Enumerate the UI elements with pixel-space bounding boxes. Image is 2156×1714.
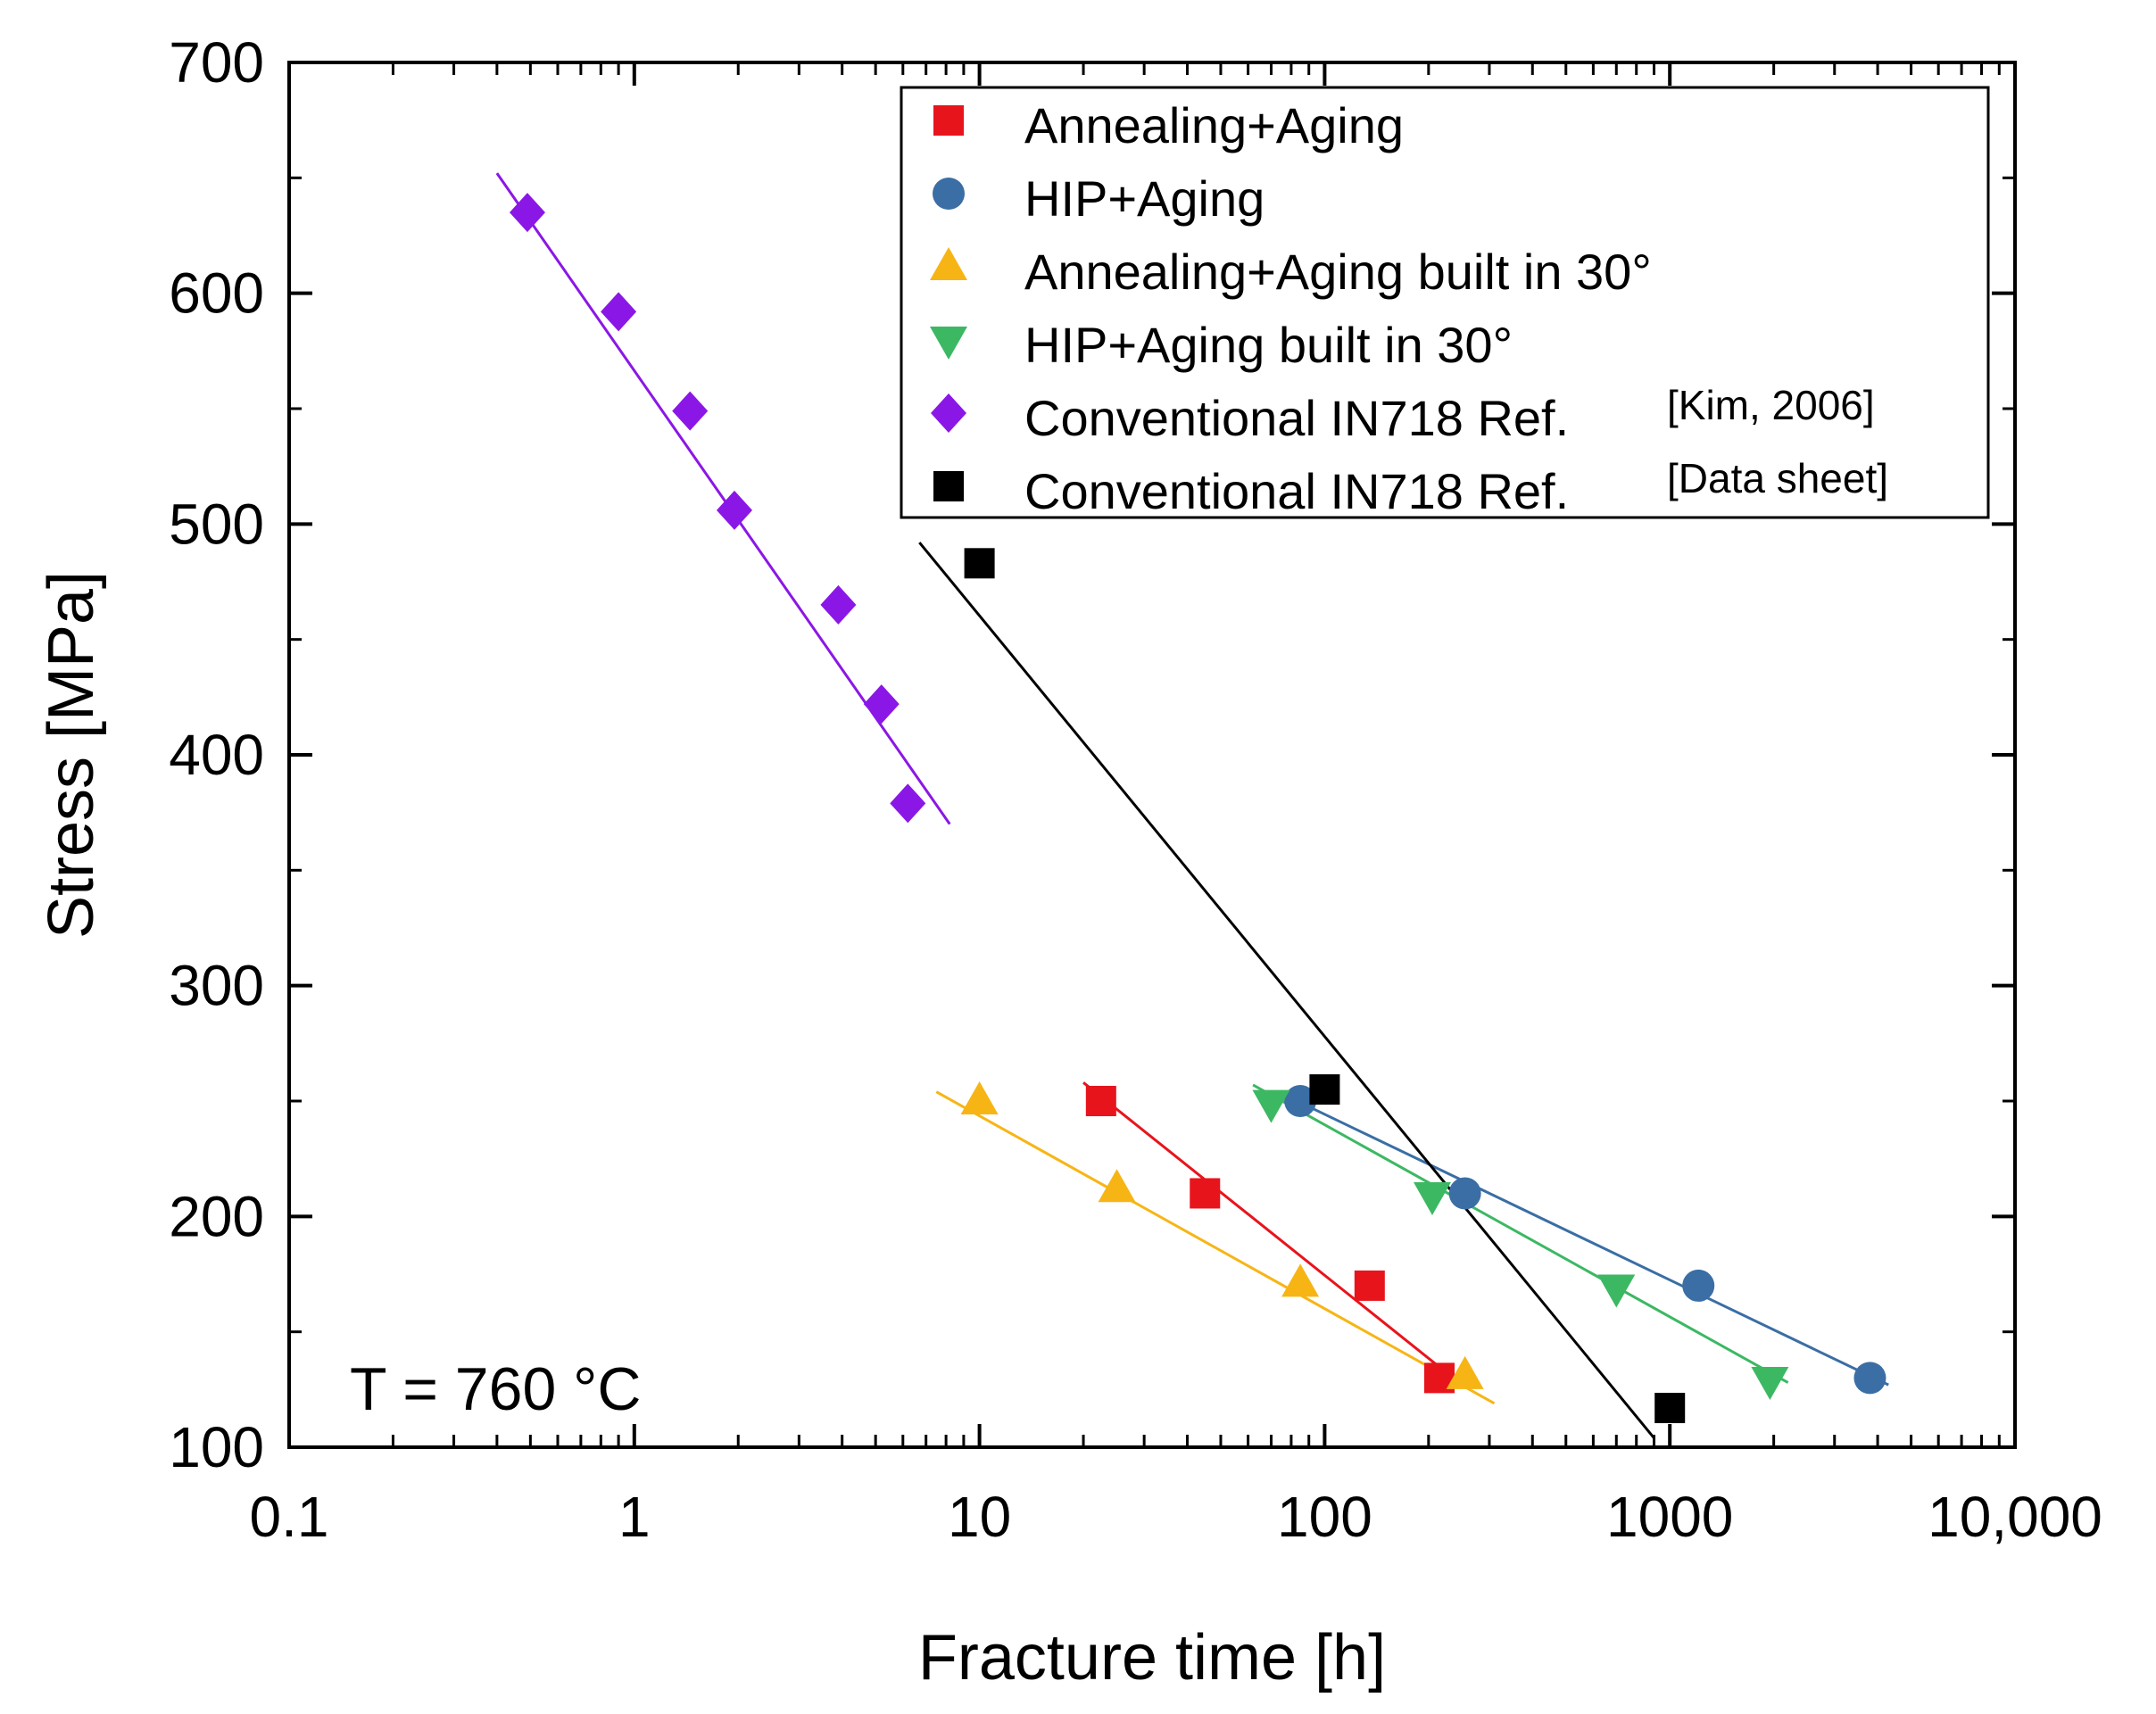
point-conventional-in718-ref-kim-2006 bbox=[820, 584, 857, 625]
point-annealing-aging bbox=[1354, 1270, 1385, 1301]
point-annealing-aging bbox=[1190, 1178, 1221, 1209]
point-hip-aging-built-in-30 bbox=[1751, 1366, 1789, 1400]
x-tick-label: 1 bbox=[618, 1485, 651, 1549]
axis-ticks: 0.1 1 10 100 1000 10,000 100 200 300 400 500 600 700 bbox=[169, 30, 2102, 1549]
fit-line-annealing-aging bbox=[1082, 1081, 1460, 1384]
y-axis-title: Stress [MPa] bbox=[36, 571, 107, 939]
y-tick-label: 400 bbox=[169, 723, 264, 787]
x-tick-label: 10,000 bbox=[1928, 1485, 2102, 1549]
point-conventional-in718-ref-data-sheet bbox=[964, 548, 995, 579]
y-tick-label: 600 bbox=[169, 261, 264, 326]
x-tick-label: 0.1 bbox=[250, 1485, 329, 1549]
legend-marker-annealing-aging-built-in-30 bbox=[930, 247, 967, 280]
point-conventional-in718-ref-kim-2006 bbox=[863, 684, 900, 725]
legend-marker-hip-aging-built-in-30 bbox=[930, 327, 967, 360]
point-conventional-in718-ref-kim-2006 bbox=[672, 391, 709, 431]
y-tick-label: 200 bbox=[169, 1184, 264, 1248]
fit-line-hip-aging-built-in-30 bbox=[1252, 1083, 1789, 1384]
legend-marker-hip-aging bbox=[933, 178, 965, 210]
point-hip-aging bbox=[1448, 1177, 1481, 1210]
point-hip-aging bbox=[1284, 1085, 1317, 1117]
fit-line-conventional-in718-ref-data-sheet bbox=[918, 542, 1655, 1439]
legend-suffix-kim-2006: [Kim, 2006] bbox=[1667, 382, 1875, 428]
point-hip-aging bbox=[1682, 1269, 1715, 1302]
x-tick-label: 100 bbox=[1277, 1485, 1372, 1549]
legend-box bbox=[900, 86, 1990, 519]
y-tick-label: 300 bbox=[169, 954, 264, 1018]
point-conventional-in718-ref-data-sheet bbox=[1309, 1074, 1340, 1105]
y-tick-label: 100 bbox=[169, 1415, 264, 1479]
point-annealing-aging-built-in-30 bbox=[1446, 1355, 1484, 1389]
legend-label-annealing-aging-30: Annealing+Aging built in 30° bbox=[1024, 244, 1652, 300]
legend-label-hip-aging-30: HIP+Aging built in 30° bbox=[1024, 317, 1513, 373]
y-tick-label: 500 bbox=[169, 492, 264, 556]
fit-line-conventional-in718-ref-kim-2006 bbox=[495, 172, 951, 825]
point-conventional-in718-ref-data-sheet bbox=[1654, 1393, 1686, 1424]
x-axis-title: Fracture time [h] bbox=[918, 1622, 1386, 1693]
x-tick-label: 1000 bbox=[1606, 1485, 1733, 1549]
legend-suffix-data-sheet: [Data sheet] bbox=[1667, 455, 1888, 501]
y-tick-label: 700 bbox=[169, 30, 264, 95]
legend-label-hip-aging: HIP+Aging bbox=[1024, 170, 1265, 227]
point-annealing-aging-built-in-30 bbox=[1281, 1263, 1320, 1297]
legend-label-annealing-aging: Annealing+Aging bbox=[1024, 97, 1404, 153]
legend-marker-conventional-in718-ref-kim-2006 bbox=[931, 393, 966, 433]
fit-line-hip-aging bbox=[1287, 1095, 1889, 1387]
data-points bbox=[509, 193, 1886, 1424]
point-annealing-aging bbox=[1085, 1086, 1116, 1116]
point-hip-aging bbox=[1853, 1362, 1886, 1395]
x-tick-label: 10 bbox=[948, 1485, 1011, 1549]
legend-label-conventional-kim: Conventional IN718 Ref. bbox=[1024, 390, 1569, 446]
fit-line-annealing-aging-built-in-30 bbox=[935, 1090, 1496, 1405]
legend-marker-conventional-in718-ref-data-sheet bbox=[933, 471, 964, 501]
point-conventional-in718-ref-kim-2006 bbox=[716, 490, 752, 530]
point-hip-aging-built-in-30 bbox=[1252, 1089, 1290, 1123]
annotation-temperature: T = 760 °C bbox=[350, 1355, 641, 1423]
point-conventional-in718-ref-kim-2006 bbox=[509, 193, 545, 233]
point-conventional-in718-ref-kim-2006 bbox=[601, 292, 637, 332]
point-annealing-aging-built-in-30 bbox=[960, 1081, 999, 1114]
point-hip-aging-built-in-30 bbox=[1413, 1182, 1451, 1216]
point-conventional-in718-ref-kim-2006 bbox=[890, 783, 926, 824]
legend-label-conventional-datasheet: Conventional IN718 Ref. bbox=[1024, 463, 1569, 519]
point-hip-aging-built-in-30 bbox=[1597, 1274, 1636, 1308]
point-annealing-aging-built-in-30 bbox=[1098, 1169, 1136, 1203]
legend: Annealing+Aging HIP+Aging Annealing+Agin… bbox=[930, 97, 1888, 519]
legend-marker-annealing-aging bbox=[933, 105, 964, 136]
